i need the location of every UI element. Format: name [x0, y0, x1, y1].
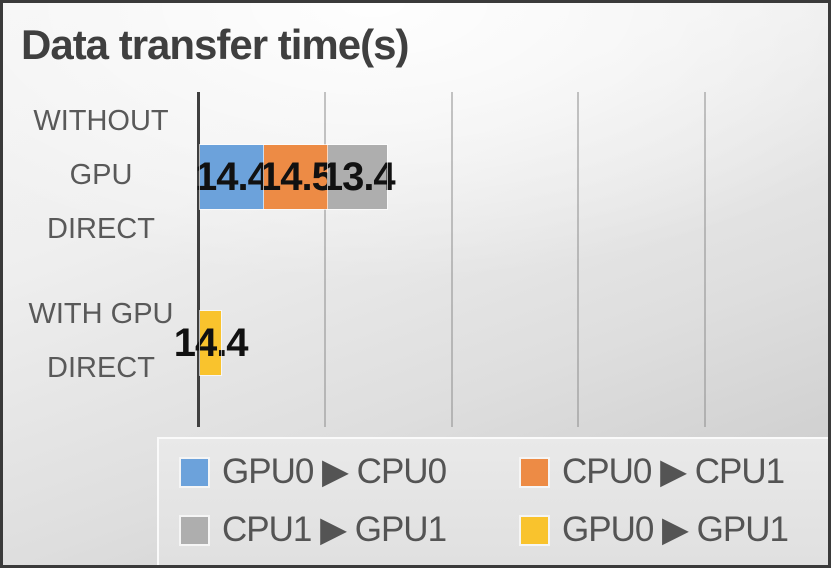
legend-swatch-orange [519, 456, 550, 488]
legend-item-cpu1-gpu1: CPU1 ▶ GPU1 [179, 510, 519, 550]
category-label-with-gpu-direct: WITH GPU DIRECT [6, 258, 196, 424]
bar-segment-cpu1-gpu1: 13.4 [321, 144, 396, 210]
stacked-bar-without-gpu-direct: 14.4 14.5 13.4 [195, 144, 422, 210]
legend-label: GPU0 ▶ GPU1 [562, 510, 789, 549]
category-line: DIRECT [47, 213, 155, 245]
category-line: WITHOUT [33, 105, 169, 137]
legend-item-gpu0-cpu0: GPU0 ▶ CPU0 [179, 452, 519, 492]
bar-segment-gpu0-cpu0: 14.4 [195, 144, 270, 210]
category-line: DIRECT [47, 352, 155, 384]
legend: GPU0 ▶ CPU0 CPU0 ▶ CPU1 CPU1 ▶ GPU1 GPU0… [157, 437, 828, 565]
gridline-40 [703, 92, 706, 427]
legend-label: CPU0 ▶ CPU1 [562, 452, 785, 491]
bar-segment-cpu0-cpu1: 14.5 [259, 144, 334, 210]
legend-swatch-blue [179, 456, 210, 488]
gridline-10 [324, 92, 327, 427]
category-line: WITH GPU [28, 298, 174, 330]
plot-area: 14.4 14.5 13.4 14.4 [174, 92, 828, 427]
gridline-30 [577, 92, 580, 427]
legend-swatch-yellow [519, 514, 550, 546]
legend-item-gpu0-gpu1: GPU0 ▶ GPU1 [519, 510, 828, 550]
legend-label: GPU0 ▶ CPU0 [222, 452, 447, 491]
y-axis-line [197, 92, 200, 427]
legend-label: CPU1 ▶ GPU1 [222, 510, 447, 549]
data-label: 14.4 [194, 154, 270, 199]
legend-item-cpu0-cpu1: CPU0 ▶ CPU1 [519, 452, 828, 492]
data-label: 14.4 [173, 320, 249, 365]
data-label: 13.4 [320, 154, 396, 199]
category-line: GPU [69, 159, 133, 191]
bar-segment-gpu0-gpu1: 14.4 [174, 310, 249, 376]
legend-swatch-gray [179, 514, 210, 546]
gridline-20 [450, 92, 453, 427]
chart-title: Data transfer time(s) [21, 21, 409, 68]
category-label-without-gpu-direct: WITHOUT GPU DIRECT [6, 92, 196, 258]
data-label: 14.5 [259, 154, 334, 199]
bar-with-gpu-direct: 14.4 [174, 310, 274, 376]
